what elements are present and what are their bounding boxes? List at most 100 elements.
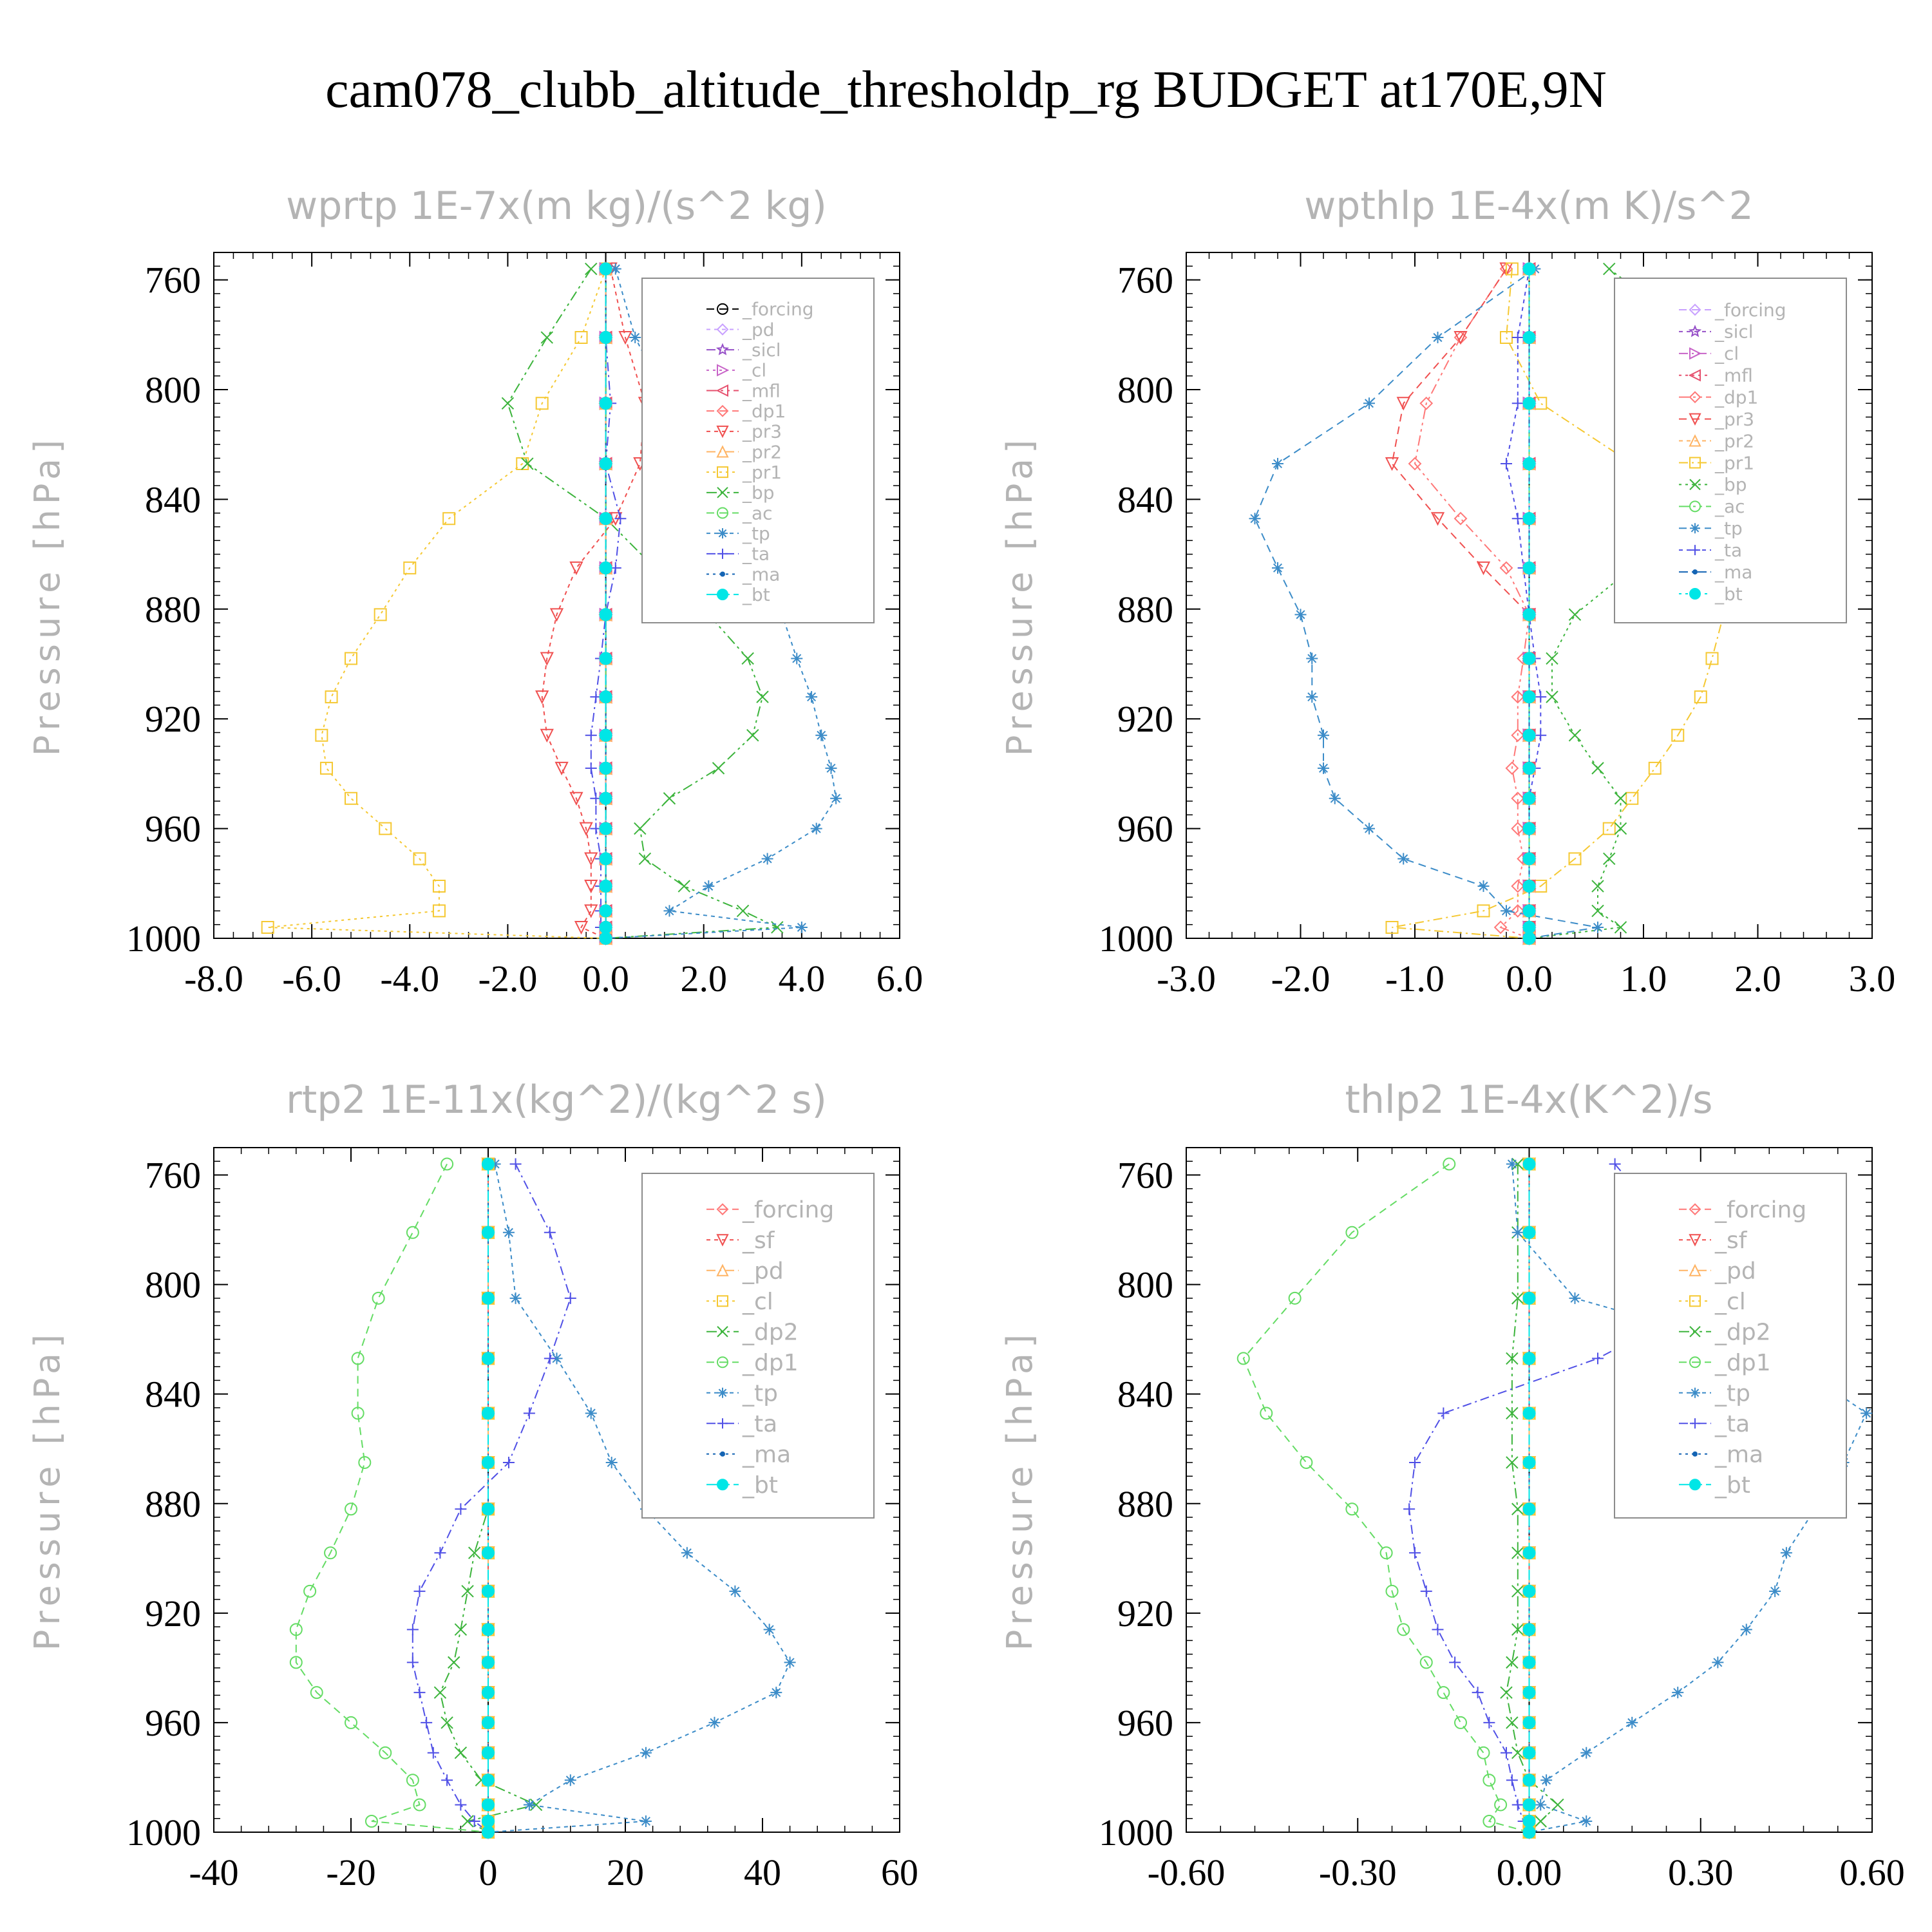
data-point — [1625, 791, 1639, 805]
data-point — [1511, 1799, 1524, 1811]
data-point — [1500, 1686, 1513, 1699]
data-point — [1522, 1686, 1536, 1700]
data-point — [482, 1826, 495, 1839]
data-point — [1318, 762, 1329, 774]
data-point — [1614, 822, 1627, 835]
legend-label: _ta — [1714, 540, 1742, 561]
data-point — [703, 880, 715, 893]
x-tick-label: -40 — [189, 1852, 238, 1893]
legend-label: _pr3 — [742, 421, 782, 442]
data-point — [1522, 932, 1536, 945]
series-dp2 — [1500, 1157, 1564, 1839]
y-tick-label: 840 — [145, 478, 201, 520]
data-point — [1780, 1547, 1792, 1559]
data-point — [1540, 1774, 1553, 1786]
data-point — [544, 1226, 556, 1238]
data-point — [1249, 513, 1261, 525]
legend-marker — [1689, 1356, 1701, 1368]
data-point — [1363, 397, 1375, 410]
data-point — [482, 1686, 495, 1700]
legend-marker — [717, 507, 728, 519]
data-point — [406, 1774, 419, 1787]
data-point — [413, 1585, 426, 1597]
data-point — [1449, 1656, 1461, 1669]
data-point — [584, 880, 598, 894]
legend-label: _dp1 — [1714, 1350, 1771, 1376]
data-point — [599, 561, 612, 574]
data-point — [324, 1546, 337, 1560]
data-point — [677, 880, 690, 893]
data-point — [1626, 1716, 1638, 1728]
legend-label: _ma — [1714, 1441, 1763, 1468]
data-point — [365, 1814, 378, 1828]
data-point — [482, 1352, 495, 1365]
data-point — [1522, 561, 1536, 574]
legend-label: _cl — [1714, 343, 1739, 365]
data-point — [345, 1502, 357, 1516]
data-point — [482, 1546, 495, 1560]
series-line — [1414, 269, 1530, 939]
data-point — [289, 1656, 303, 1669]
y-tick-label: 1000 — [126, 1812, 201, 1853]
data-point — [1511, 1746, 1524, 1759]
series-line — [412, 1164, 571, 1833]
legend-label: _mfl — [742, 380, 781, 401]
legend-marker — [716, 1203, 729, 1216]
data-point — [433, 1686, 447, 1699]
legend-marker — [717, 364, 730, 377]
y-tick-label: 800 — [1117, 1264, 1173, 1306]
legend-label: _tp — [742, 523, 770, 544]
data-point — [1397, 1623, 1410, 1636]
data-point — [1534, 397, 1548, 410]
legend-marker — [1692, 1451, 1698, 1457]
data-point — [825, 762, 837, 774]
legend-marker — [1689, 478, 1701, 491]
series-line — [590, 269, 621, 939]
legend-label: _dp2 — [742, 1319, 799, 1345]
data-point — [599, 512, 612, 526]
legend-label: _pd — [742, 1258, 784, 1284]
data-point — [1511, 822, 1525, 836]
data-point — [638, 852, 652, 866]
data-point — [1385, 920, 1399, 934]
data-point — [1511, 1623, 1524, 1636]
y-tick-label: 800 — [145, 1264, 201, 1306]
data-point — [1379, 1546, 1393, 1560]
legend-label: _dp2 — [1714, 1319, 1771, 1345]
legend-label: _pr2 — [1714, 430, 1754, 451]
x-tick-label: 60 — [881, 1852, 918, 1893]
legend-label: _sf — [742, 1227, 775, 1254]
data-point — [599, 761, 612, 775]
data-point — [1511, 1292, 1524, 1305]
legend-marker — [1689, 1326, 1701, 1338]
data-point — [1477, 880, 1490, 893]
data-point — [579, 822, 593, 836]
data-point — [569, 561, 583, 576]
legend: _forcing _sf _pd _cl _dp2 _dp1 _tp _ta _ma _bt — [641, 1173, 875, 1519]
data-point — [1511, 397, 1524, 410]
data-point — [639, 1815, 652, 1827]
data-point — [1569, 1292, 1581, 1304]
data-point — [1511, 1226, 1524, 1238]
y-tick-label: 760 — [145, 1155, 201, 1197]
data-point — [1501, 458, 1512, 470]
chart-title: thlp2 1E-4x(K^2)/s — [1345, 1077, 1712, 1122]
chart-panel-3: rtp2 1E-11x(kg^2)/(kg^2 s) Pressure [hPa]… — [27, 1077, 918, 1893]
data-point — [554, 761, 569, 776]
data-point — [406, 1226, 419, 1239]
legend: _forcing_sicl_cl_mfl_dp1_pr3_pr2_pr1_bp_… — [1614, 278, 1847, 623]
series-line — [1254, 268, 1598, 939]
data-point — [1493, 920, 1508, 934]
data-point — [1522, 1406, 1536, 1420]
y-tick-label: 960 — [1117, 808, 1173, 850]
legend-marker — [1692, 569, 1698, 575]
series-line — [1505, 269, 1542, 938]
legend-marker — [717, 1479, 728, 1491]
data-point — [379, 1746, 392, 1759]
data-point — [455, 1503, 467, 1515]
data-point — [1694, 690, 1707, 704]
series-line — [1391, 269, 1530, 938]
data-point — [540, 331, 553, 344]
legend-label: _cl — [742, 1289, 773, 1315]
data-point — [741, 652, 754, 665]
